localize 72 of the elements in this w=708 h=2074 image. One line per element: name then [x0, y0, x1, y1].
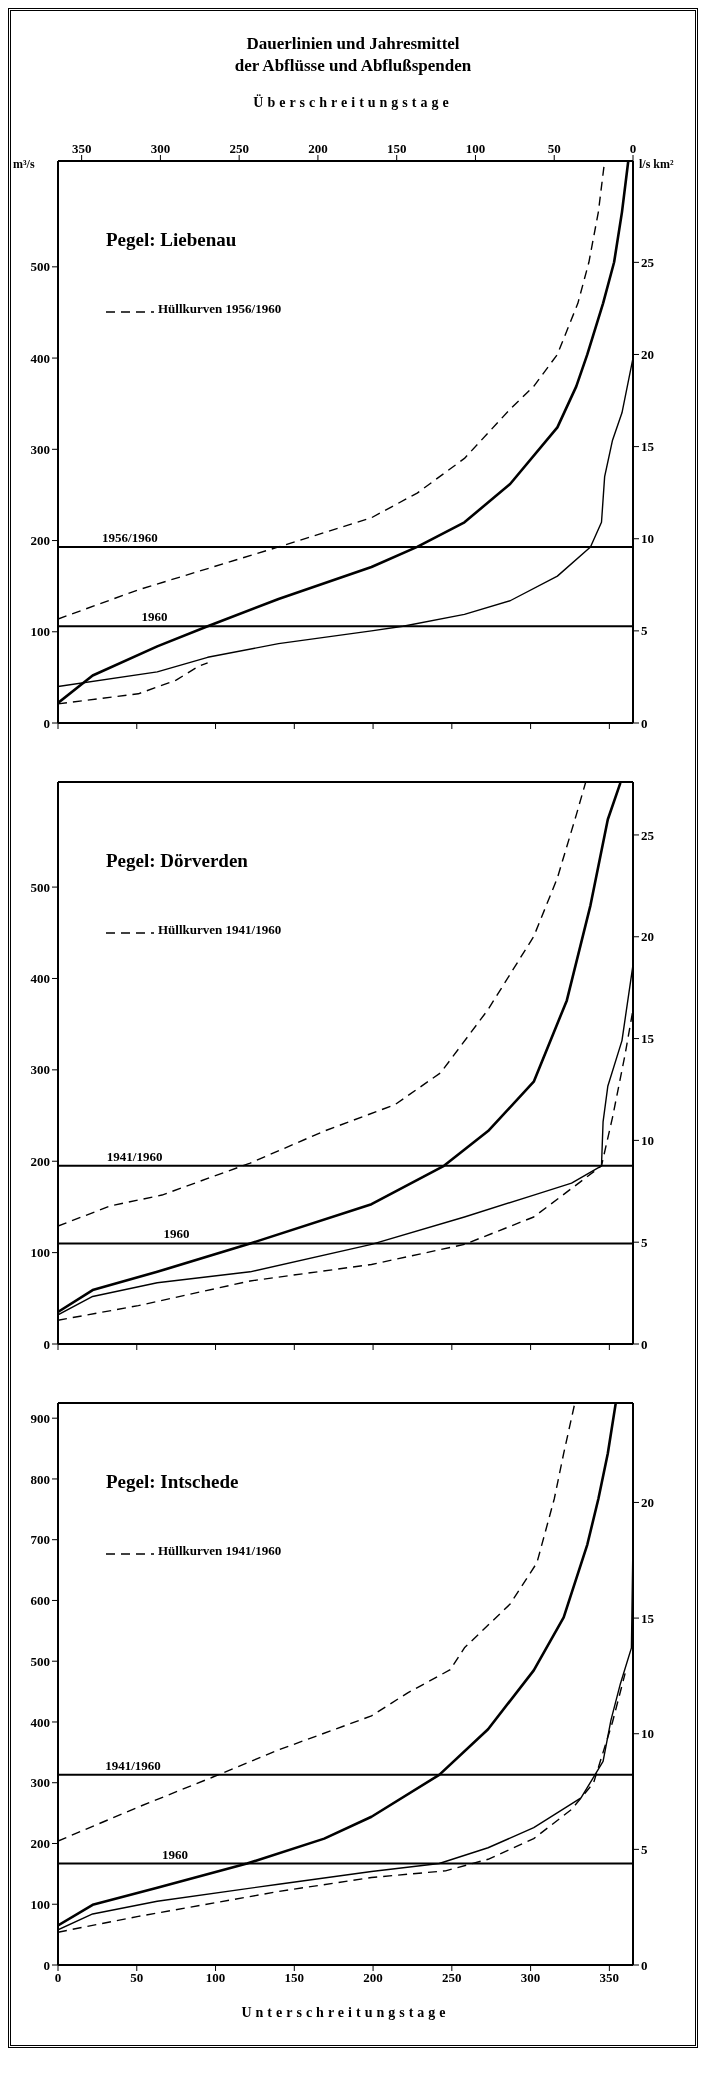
- y-tick-label: 100: [30, 1245, 50, 1261]
- y2-tick-label: 25: [641, 827, 655, 843]
- y-tick-label: 900: [30, 1410, 50, 1426]
- x-tick-label: 50: [130, 1970, 144, 1986]
- x2-axis-title: Überschreitungstage: [252, 95, 454, 111]
- x-tick-label: 200: [363, 1970, 383, 1986]
- x2-tick-label: 250: [229, 141, 249, 156]
- y2-axis-title: l/s km²: [639, 157, 674, 172]
- chart-title: Dauerlinien und Jahresmittel der Abflüsse und Abflußspenden: [233, 33, 473, 77]
- x2-tick-label: 100: [465, 141, 486, 156]
- y2-tick-label: 10: [641, 531, 654, 547]
- y2-tick-label: 0: [641, 715, 648, 731]
- annotation: 1960: [161, 1846, 188, 1862]
- y2-tick-label: 0: [641, 1336, 648, 1352]
- y-tick-label: 700: [30, 1532, 50, 1548]
- y-tick-label: 400: [30, 350, 50, 366]
- y-tick-label: 100: [30, 624, 50, 640]
- y-tick-label: 300: [30, 1775, 50, 1791]
- annotation: 1941/1960: [106, 1148, 163, 1164]
- annotation: 1960: [141, 609, 168, 625]
- y-tick-label: 0: [43, 715, 50, 731]
- x2-tick-label: 300: [150, 141, 171, 156]
- y-axis-title: m³/s: [13, 157, 35, 172]
- y-tick-label: 500: [30, 879, 50, 895]
- annotation: 1956/1960: [102, 529, 158, 545]
- text: Pegel: Liebenau: [106, 229, 237, 251]
- y2-tick-label: 25: [641, 254, 655, 270]
- x-tick-label: 300: [520, 1970, 541, 1986]
- y2-tick-label: 5: [641, 1841, 648, 1857]
- x-tick-label: 350: [599, 1970, 620, 1986]
- y2-tick-label: 15: [641, 1031, 655, 1047]
- y-tick-label: 500: [30, 1653, 50, 1669]
- y-tick-label: 400: [30, 971, 50, 987]
- x2-tick-label: 350: [71, 141, 92, 156]
- y-tick-label: 0: [43, 1957, 50, 1973]
- y-tick-label: 300: [30, 1062, 50, 1078]
- y2-tick-label: 20: [641, 347, 654, 363]
- y2-tick-label: 20: [641, 929, 654, 945]
- y-tick-label: 100: [30, 1896, 50, 1912]
- x-axis-title: Unterschreitungstage: [240, 2005, 451, 2021]
- y-tick-label: 600: [30, 1593, 50, 1609]
- x2-tick-label: 0: [629, 141, 637, 156]
- y-tick-label: 200: [30, 1836, 50, 1852]
- legend-label: Hüllkurven 1941/1960: [158, 1543, 282, 1559]
- y2-tick-label: 5: [641, 623, 648, 639]
- y-tick-label: 200: [30, 1153, 50, 1169]
- x2-tick-label: 200: [308, 141, 328, 156]
- y2-tick-label: 10: [641, 1726, 654, 1742]
- x-tick-label: 250: [442, 1970, 462, 1986]
- y2-tick-label: 20: [641, 1495, 654, 1511]
- annotation: 1941/1960: [105, 1757, 161, 1773]
- y2-tick-label: 15: [641, 439, 655, 455]
- x-tick-label: 100: [205, 1970, 226, 1986]
- text: Pegel: Intschede: [106, 1471, 239, 1493]
- y2-tick-label: 5: [641, 1234, 648, 1250]
- x2-tick-label: 50: [547, 141, 561, 156]
- x-tick-label: 150: [284, 1970, 305, 1986]
- legend-label: Hüllkurven 1941/1960: [158, 922, 282, 938]
- y2-tick-label: 0: [641, 1957, 648, 1973]
- y-tick-label: 400: [30, 1714, 50, 1730]
- text: Pegel: Dörverden: [106, 850, 248, 872]
- y2-tick-label: 10: [641, 1132, 654, 1148]
- x-tick-label: 0: [54, 1970, 62, 1986]
- y-tick-label: 0: [43, 1336, 50, 1352]
- y2-tick-label: 15: [641, 1610, 655, 1626]
- y-tick-label: 200: [30, 533, 50, 549]
- y-tick-label: 300: [30, 441, 50, 457]
- y-tick-label: 500: [30, 259, 50, 275]
- annotation: 1960: [163, 1226, 190, 1242]
- legend-label: Hüllkurven 1956/1960: [158, 301, 282, 317]
- y-tick-label: 800: [30, 1471, 50, 1487]
- x2-tick-label: 150: [386, 141, 407, 156]
